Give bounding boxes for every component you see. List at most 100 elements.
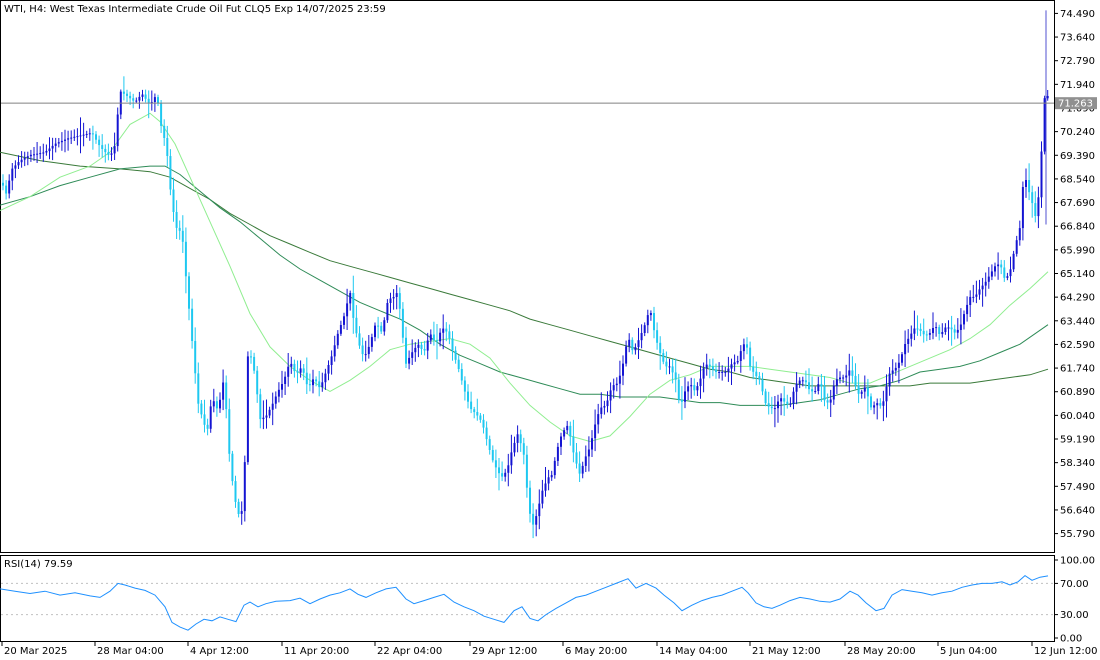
candle-body — [20, 159, 23, 163]
candle-body — [184, 241, 187, 277]
candle-body — [724, 372, 727, 373]
candle-body — [699, 378, 702, 387]
rsi-tick-label: 30.00 — [1060, 610, 1089, 621]
candle-body — [45, 151, 48, 153]
candle-body — [79, 135, 82, 137]
rsi-tick-label: 0.00 — [1060, 634, 1082, 645]
candle-body — [237, 501, 240, 514]
candle-body — [814, 391, 817, 392]
candle-body — [581, 465, 584, 474]
candle-body — [746, 344, 748, 348]
candle-body — [897, 362, 900, 368]
candle-body — [938, 327, 941, 334]
candle-body — [969, 296, 972, 305]
candle-body — [398, 293, 401, 309]
candle-body — [426, 340, 429, 351]
candle-body — [972, 296, 975, 298]
y-tick-label: 70.240 — [1060, 127, 1095, 138]
candle-body — [767, 403, 770, 407]
candle-body — [135, 100, 138, 102]
candle-body — [473, 409, 476, 413]
candle-body — [532, 513, 535, 525]
candle-body — [178, 227, 181, 231]
y-tick-label: 67.690 — [1060, 198, 1095, 209]
candle-body — [451, 338, 454, 351]
candle-body — [88, 133, 91, 135]
candle-body — [764, 391, 767, 404]
chart-title: WTI, H4: West Texas Intermediate Crude O… — [4, 4, 386, 15]
x-tick-label: 22 Apr 04:00 — [377, 646, 442, 657]
candle-body — [609, 390, 612, 401]
candle-body — [770, 406, 773, 409]
candle-body — [374, 325, 376, 338]
candle-body — [718, 372, 721, 373]
candle-body — [116, 114, 119, 147]
candle-body — [947, 327, 950, 329]
candle-body — [786, 401, 789, 404]
x-tick-label: 20 Mar 2025 — [4, 646, 67, 657]
candle-body — [634, 347, 637, 351]
candle-body — [773, 408, 776, 410]
candle-body — [448, 331, 451, 339]
candle-body — [48, 148, 51, 152]
y-tick-label: 57.490 — [1060, 482, 1095, 493]
candle-body — [1034, 203, 1037, 216]
candle-body — [200, 403, 203, 415]
candle-body — [519, 434, 522, 444]
candle-body — [262, 417, 265, 420]
candle-body — [392, 297, 395, 299]
candle-body — [23, 157, 26, 160]
candle-body — [990, 271, 993, 277]
y-tick-label: 68.540 — [1060, 174, 1095, 185]
candle-body — [482, 419, 485, 428]
candle-body — [1015, 240, 1018, 254]
candle-body — [597, 414, 600, 425]
candle-body — [308, 384, 311, 386]
candle-body — [315, 379, 318, 382]
candle-body — [823, 386, 826, 401]
candle-body — [1046, 96, 1049, 99]
candle-body — [640, 333, 643, 341]
candle-body — [541, 490, 544, 504]
candle-body — [296, 371, 299, 373]
candle-body — [687, 386, 690, 392]
candle-body — [302, 368, 305, 373]
candle-body — [203, 414, 206, 425]
candle-body — [284, 376, 287, 384]
candle-body — [913, 328, 916, 334]
candle-body — [690, 385, 693, 387]
candle-body — [17, 162, 20, 166]
y-tick-label: 72.790 — [1060, 56, 1095, 67]
y-tick-label: 60.040 — [1060, 411, 1095, 422]
current-price-label: 71.263 — [1058, 99, 1093, 110]
y-tick-label: 64.290 — [1060, 293, 1095, 304]
candle-body — [556, 446, 559, 461]
candle-body — [1040, 151, 1043, 198]
rsi-tick-label: 100.00 — [1060, 556, 1095, 567]
candle-body — [547, 477, 550, 484]
x-tick-label: 28 Mar 04:00 — [97, 646, 164, 657]
candle-body — [172, 189, 175, 212]
candle-body — [928, 333, 931, 335]
candle-body — [82, 134, 85, 136]
candle-body — [479, 415, 482, 420]
candle-body — [835, 379, 838, 386]
candle-body — [51, 145, 54, 149]
rsi-title: RSI(14) 79.59 — [4, 559, 73, 570]
candle-body — [305, 372, 308, 385]
candle-body — [1003, 267, 1006, 278]
candle-body — [656, 330, 659, 343]
candle-body — [212, 401, 215, 407]
candle-body — [1037, 197, 1040, 217]
candle-body — [76, 136, 79, 138]
candle-body — [122, 91, 125, 94]
candle-body — [219, 399, 221, 409]
rsi-panel[interactable] — [0, 555, 1055, 642]
candle-body — [324, 373, 327, 383]
candle-body — [414, 347, 417, 353]
y-tick-label: 65.140 — [1060, 269, 1095, 280]
candle-body — [792, 391, 795, 404]
y-tick-label: 55.790 — [1060, 529, 1095, 540]
candle-body — [625, 346, 628, 364]
candle-body — [231, 453, 234, 482]
